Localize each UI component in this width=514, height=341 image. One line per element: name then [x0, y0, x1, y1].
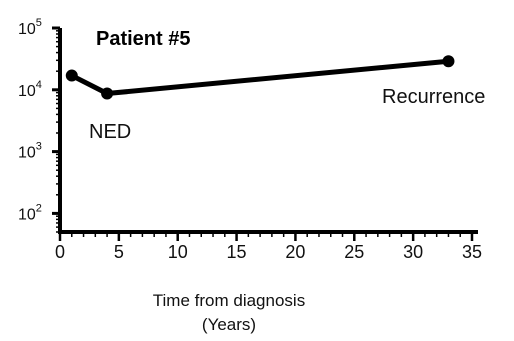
chart-title: Patient #5	[96, 28, 190, 50]
y-tick-label: 103	[18, 141, 42, 162]
x-ticks: 0 5 10 15 20 25 30 35	[55, 232, 482, 262]
y-ticks: 102 103 104 105	[18, 17, 60, 233]
y-tick-label: 104	[18, 79, 42, 100]
x-tick-label: 35	[462, 242, 482, 262]
x-tick-label: 5	[114, 242, 124, 262]
data-point	[442, 55, 455, 68]
x-tick-label: 0	[55, 242, 65, 262]
annotation-recurrence: Recurrence	[382, 86, 485, 108]
x-tick-label: 30	[403, 242, 423, 262]
y-tick-label: 102	[18, 202, 42, 223]
x-tick-label: 10	[168, 242, 188, 262]
series-group	[65, 55, 455, 100]
data-point	[101, 87, 114, 100]
x-axis-label-line-2: (Years)	[202, 315, 256, 334]
x-axis-label-line-1: Time from diagnosis	[153, 291, 305, 310]
x-tick-label: 25	[344, 242, 364, 262]
annotation-ned: NED	[89, 121, 131, 143]
data-point	[65, 69, 78, 82]
x-tick-label: 20	[285, 242, 305, 262]
x-tick-label: 15	[227, 242, 247, 262]
y-tick-label: 105	[18, 17, 42, 38]
